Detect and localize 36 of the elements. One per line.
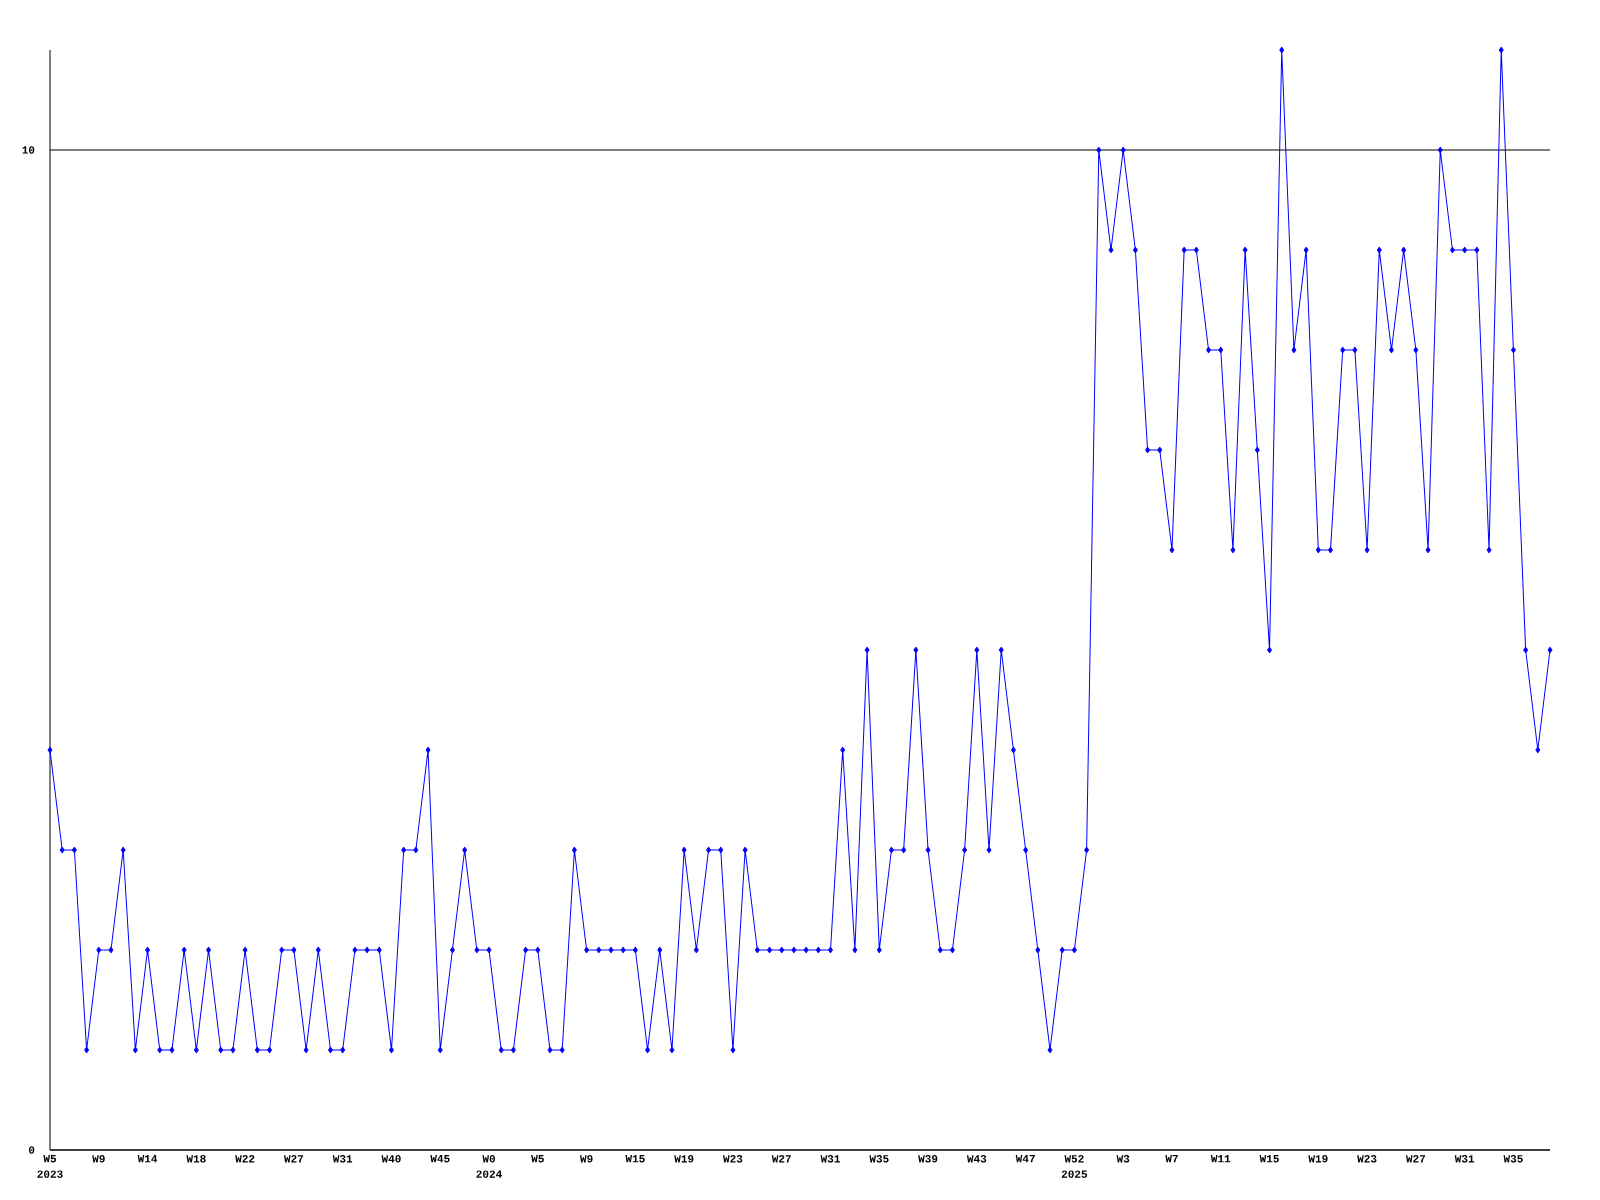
x-tick-label: W23 [1357, 1155, 1377, 1163]
x-tick-label: W0 [482, 1155, 495, 1163]
x-tick-label: W14 [137, 1155, 158, 1163]
x-tick-label: W35 [869, 1155, 889, 1163]
x-tick-label: W40 [381, 1155, 401, 1163]
text: 2024 [476, 1170, 502, 1178]
x-tick-label: W7 [1165, 1155, 1178, 1163]
x-tick-label: W35 [1503, 1155, 1523, 1163]
x-tick-label: W22 [235, 1155, 255, 1163]
x-tick-label: W31 [820, 1155, 840, 1163]
text: 2023 [37, 1170, 63, 1178]
x-tick-label: W9 [92, 1155, 105, 1163]
x-tick-label: W27 [771, 1155, 791, 1163]
x-tick-label: W27 [1405, 1155, 1426, 1163]
x-tick-label: W18 [186, 1155, 206, 1163]
x-tick-label: W43 [966, 1155, 987, 1163]
x-tick-label: W9 [579, 1155, 593, 1163]
y-tick-label: 10 [22, 146, 35, 154]
x-tick-label: W19 [674, 1155, 694, 1163]
text: 2025 [1061, 1170, 1088, 1178]
x-tick-label: W31 [332, 1155, 353, 1163]
x-tick-label: W5 [43, 1155, 57, 1163]
x-tick-label: W31 [1454, 1155, 1475, 1163]
x-tick-label: W52 [1064, 1155, 1084, 1163]
x-tick-label: W11 [1210, 1155, 1231, 1163]
x-tick-label: W27 [284, 1155, 304, 1163]
x-tick-label: W47 [1015, 1155, 1035, 1163]
x-tick-label: W15 [1259, 1155, 1279, 1163]
y-tick-label: 0 [28, 1146, 35, 1154]
x-tick-label: W19 [1308, 1155, 1328, 1163]
x-tick-label: W5 [531, 1155, 544, 1163]
x-tick-label: W45 [430, 1155, 450, 1163]
x-tick-label: W23 [723, 1155, 743, 1163]
x-tick-label: W3 [1116, 1155, 1130, 1163]
x-tick-label: W15 [625, 1155, 645, 1163]
x-tick-label: W39 [918, 1155, 938, 1163]
